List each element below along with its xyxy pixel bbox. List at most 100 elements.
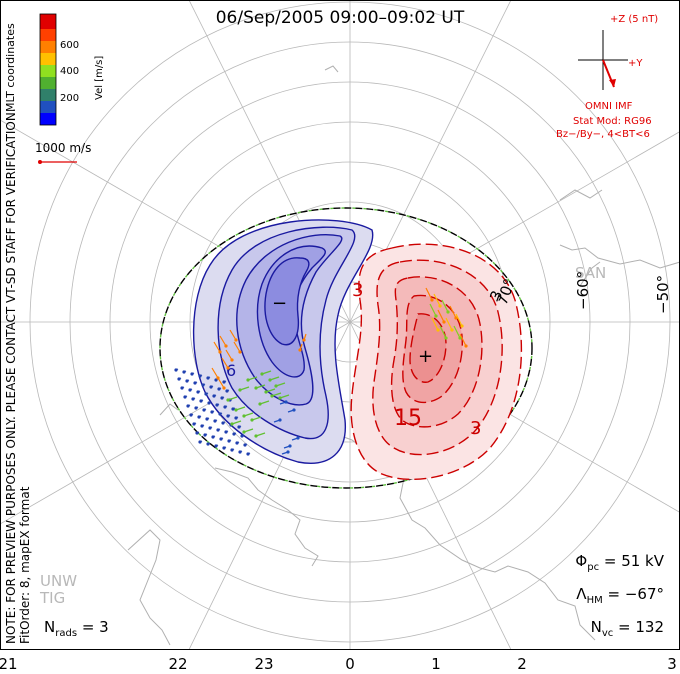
hm-boundary-latitude: ΛHM = −67° — [576, 585, 664, 606]
vector-origin — [177, 377, 181, 381]
vector-origin — [216, 428, 220, 432]
vector-origin — [174, 368, 178, 372]
vector-origin — [242, 414, 246, 418]
vector-origin — [238, 350, 242, 354]
vector-origin — [199, 399, 203, 403]
vector-origin — [180, 386, 184, 390]
vector-origin — [203, 433, 207, 437]
vector-origin — [194, 406, 198, 410]
velocity-vector — [445, 317, 453, 331]
velocity-vector — [229, 329, 237, 341]
vector-origin — [460, 324, 464, 328]
latitude-label: −50° — [654, 275, 672, 314]
vector-origin — [227, 439, 231, 443]
velocity-vector — [429, 303, 437, 317]
velocity-vector — [441, 299, 449, 313]
vector-origin — [206, 442, 210, 446]
vector-origin — [230, 422, 234, 426]
vector-origin — [235, 441, 239, 445]
vector-origin — [205, 417, 209, 421]
imf-conditions: Bz−/By−, 4<BT<6 — [556, 129, 650, 140]
stat-model: Stat Mod: RG96 — [573, 116, 652, 127]
vector-origin — [270, 394, 274, 398]
vector-origin — [213, 419, 217, 423]
imf-vector-head — [609, 79, 616, 87]
velocity-vector — [233, 341, 241, 353]
mlt-tick-label: 0 — [345, 655, 355, 673]
vector-origin — [260, 372, 264, 376]
vector-origin — [464, 344, 468, 348]
vector-origin — [230, 358, 234, 362]
potential-minimum-marker: − — [272, 293, 287, 314]
vector-origin — [278, 418, 282, 422]
vector-origin — [226, 414, 230, 418]
vector-origin — [444, 336, 448, 340]
vector-origin — [207, 401, 211, 405]
latitude-label: −60° — [574, 271, 592, 310]
vector-origin — [234, 416, 238, 420]
vector-origin — [186, 404, 190, 408]
velocity-vector — [439, 325, 447, 339]
contour-label: 3 — [352, 280, 363, 301]
plot-border — [0, 0, 680, 650]
vector-origin — [450, 328, 454, 332]
vector-origin — [278, 396, 282, 400]
velocity-vector — [219, 335, 227, 347]
vector-origin — [189, 413, 193, 417]
vector-origin — [438, 304, 442, 308]
vector-origin — [217, 387, 221, 391]
imf-source: OMNI IMF — [585, 101, 633, 112]
vector-origin — [214, 378, 218, 382]
vector-origin — [224, 344, 228, 348]
vector-origin — [286, 450, 290, 454]
vector-origin — [200, 424, 204, 428]
vector-origin — [234, 408, 238, 412]
velocity-vector — [211, 367, 219, 379]
vector-origin — [221, 421, 225, 425]
colorbar-tick: 400 — [60, 66, 79, 77]
vector-origin — [193, 381, 197, 385]
contour-label: 6 — [226, 361, 236, 380]
preview-note-line: NOTE: FOR PREVIEW PURPOSES ONLY. PLEASE … — [4, 108, 18, 644]
potential-maximum-marker: + — [418, 346, 433, 367]
vector-origin — [268, 378, 272, 382]
vector-origin — [434, 314, 438, 318]
vector-origin — [222, 446, 226, 450]
velocity-colorbar — [39, 13, 57, 126]
vector-origin — [225, 389, 229, 393]
vector-origin — [201, 383, 205, 387]
vector-origin — [219, 437, 223, 441]
vector-origin — [185, 379, 189, 383]
velocity-vectors — [174, 287, 468, 456]
vector-origin — [298, 348, 302, 352]
vector-origin — [188, 388, 192, 392]
fit-order-line: FitOrder: 8, mapEX format — [18, 486, 32, 644]
vector-origin — [274, 384, 278, 388]
scale-vector-label: 1000 m/s — [35, 141, 91, 155]
vector-origin — [237, 425, 241, 429]
vector-origin — [302, 338, 306, 342]
vector-origin — [190, 372, 194, 376]
velocity-vector — [425, 287, 433, 301]
preview-note: NOTE: FOR PREVIEW PURPOSES ONLY. PLEASE … — [4, 108, 32, 644]
vector-origin — [226, 366, 230, 370]
contour-label: 3 — [470, 418, 481, 439]
mlt-tick-label: 3 — [667, 655, 677, 673]
vector-origin — [258, 402, 262, 406]
velocity-vector — [437, 309, 445, 323]
hm-boundary-green — [159, 207, 533, 489]
vector-origin — [226, 398, 230, 402]
velocity-vector — [217, 377, 225, 389]
vector-count: Nvc = 132 — [590, 618, 664, 639]
colorbar-label: Vel [m/s] — [94, 56, 105, 100]
vector-origin — [182, 370, 186, 374]
velocity-vector — [213, 341, 221, 353]
velocity-vector — [453, 325, 461, 339]
vector-origin — [246, 378, 250, 382]
positive-convection-cell — [350, 243, 523, 480]
vector-origin — [198, 440, 202, 444]
vector-origin — [183, 395, 187, 399]
velocity-vector — [449, 305, 457, 319]
vector-origin — [198, 374, 202, 378]
